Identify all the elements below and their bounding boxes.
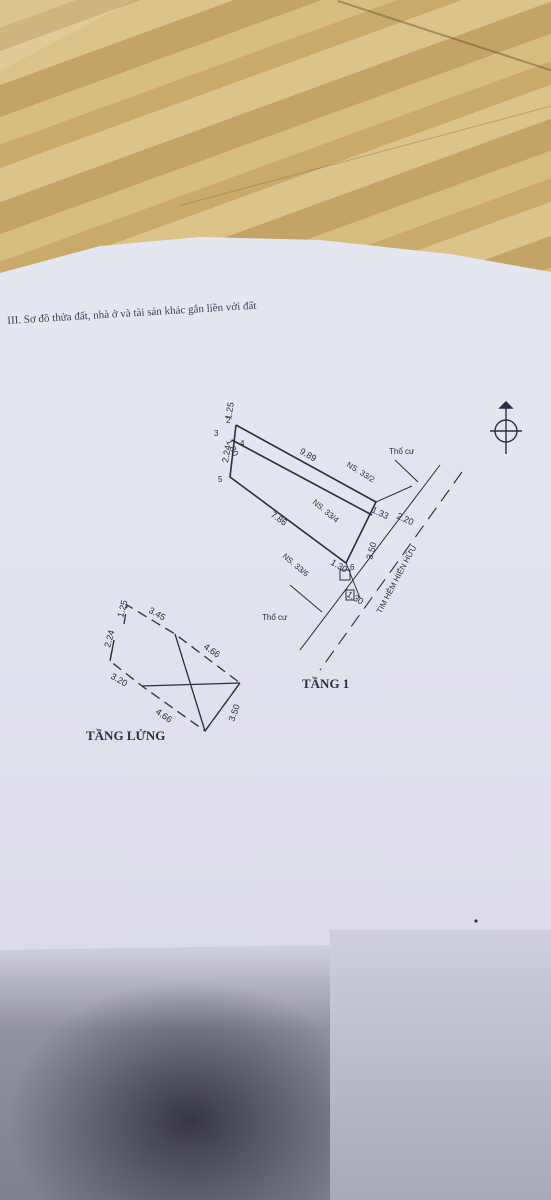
vertex-label: 3: [214, 429, 219, 438]
land-use-label: Thổ cư: [389, 447, 415, 456]
lot-inner-line: [231, 439, 373, 516]
ground-floor-plot: [229, 424, 463, 671]
paper-shading: [330, 930, 551, 1200]
dimension-label: 3.50: [364, 541, 378, 561]
dimension-label: 2.24: [220, 444, 233, 463]
dimension-label: 4.66: [154, 706, 174, 724]
lot-corner-marker: [345, 589, 355, 601]
neighbor-label: NS. 33/6: [281, 552, 311, 579]
dimension-label: 1.30: [345, 589, 365, 606]
road-label: TIM HẺM HIẾN HỮU: [374, 543, 418, 615]
ink-dot: [474, 919, 478, 923]
dimension-label: 1.33: [370, 505, 390, 521]
dimension-label: 1.25: [115, 599, 129, 619]
road-edge: [299, 464, 441, 651]
mezzanine-outline: [109, 603, 241, 732]
dimension-label: 1.30: [329, 557, 349, 574]
vertex-label: 6: [350, 563, 355, 572]
dimension-label: 1.25: [223, 401, 236, 420]
neighbor-label: NS. 33/2: [345, 460, 377, 484]
vertex-label: 5: [218, 475, 223, 484]
road-centerline: [319, 471, 463, 671]
dimension-label: 7.86: [269, 509, 289, 527]
land-use-label: Thổ cư: [262, 613, 288, 622]
lot-corner-marker: [339, 569, 351, 581]
mezzanine-title: TẦNG LỬNG: [86, 728, 165, 743]
neighbor-boundary: [394, 459, 419, 483]
dimension-label: 3.45: [147, 605, 167, 622]
neighbor-label: NS. 33/4: [311, 498, 341, 525]
dimension-label: 3.50: [226, 703, 241, 723]
mezzanine-edge: [204, 682, 241, 732]
ground-floor-title: TẦNG 1: [302, 676, 349, 691]
neighbor-boundary: [289, 584, 323, 613]
neighbor-boundary: [345, 562, 361, 599]
vertex-label: 4: [240, 439, 245, 448]
mezzanine-plot: [109, 603, 241, 732]
dimension-label: 2.20: [395, 511, 415, 527]
north-compass-icon: [490, 401, 522, 454]
mezzanine-edge: [174, 633, 206, 732]
mezzanine-edge: [109, 639, 115, 662]
vertex-label: 2: [226, 416, 231, 425]
neighbor-boundary: [375, 485, 413, 503]
dimension-label: 2.24: [102, 629, 116, 649]
